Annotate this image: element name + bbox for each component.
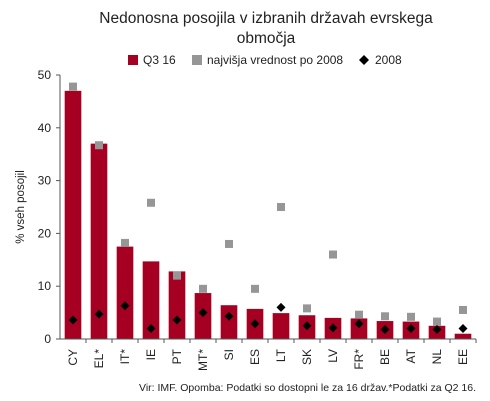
max-marker-it xyxy=(121,238,129,247)
max-marker-ee xyxy=(459,305,467,314)
marker-2008-mt xyxy=(198,308,208,318)
max-marker-el xyxy=(95,141,103,150)
bar-si xyxy=(220,305,238,339)
marker-2008-ee xyxy=(458,323,468,333)
max-marker-sk xyxy=(303,304,311,313)
marker-2008-cy xyxy=(68,315,78,325)
max-marker-at xyxy=(407,312,415,321)
marker-2008-es xyxy=(250,319,260,329)
x-tick-label-be: BE xyxy=(378,349,392,365)
chart-title-line2: območja xyxy=(237,30,296,47)
x-tick-label-si: SI xyxy=(222,349,236,360)
x-tick-label-lv: LV xyxy=(326,349,340,363)
x-tick-label-mt: MT* xyxy=(196,349,210,371)
x-tick-label-it: IT* xyxy=(118,349,132,365)
x-tick-label-pt: PT xyxy=(170,348,184,364)
max-marker-fr xyxy=(355,310,363,319)
bar-it xyxy=(116,246,134,339)
bar-ie xyxy=(142,261,160,339)
x-tick-label-nl: NL xyxy=(430,349,444,365)
max-marker-lt xyxy=(277,203,285,211)
y-tick-label-0: 0 xyxy=(44,332,51,346)
max-marker-pt xyxy=(173,271,181,280)
bar-lt xyxy=(272,313,290,339)
y-tick-label-50: 50 xyxy=(38,68,52,82)
max-marker-ie xyxy=(147,198,155,207)
bar-cy xyxy=(64,90,82,339)
marker-2008-el xyxy=(94,309,104,319)
max-marker-mt xyxy=(199,284,207,293)
x-tick-label-at: AT xyxy=(404,348,418,363)
legend-swatch-2008 xyxy=(359,55,369,65)
bars xyxy=(64,90,472,339)
x-tick-label-el: EL* xyxy=(92,349,106,369)
x-tick-label-ee: EE xyxy=(456,349,470,365)
marker-2008-fr xyxy=(354,319,364,329)
x-tick-label-ie: IE xyxy=(144,349,158,360)
y-axis-label: % vseh posojil xyxy=(15,170,27,244)
legend-label-q3-16: Q3 16 xyxy=(143,53,176,67)
source-note: Vir: IMF. Opomba: Podatki so dostopni le… xyxy=(139,382,476,394)
marker-2008-lt xyxy=(276,302,286,312)
marker-2008-nl xyxy=(432,324,442,334)
legend: Q3 16 najvišja vrednost po 2008 2008 xyxy=(128,53,402,67)
y-tick-label-30: 30 xyxy=(38,174,52,188)
max-marker-si xyxy=(225,239,233,248)
y-tick-label-40: 40 xyxy=(38,121,52,135)
max-marker-es xyxy=(251,284,259,293)
max-marker-nl xyxy=(433,317,441,326)
bar-ee xyxy=(454,333,472,339)
max-marker-lv xyxy=(329,250,337,259)
x-tick-label-sk: SK xyxy=(300,349,314,365)
markers-2008 xyxy=(68,301,468,334)
x-tick-label-fr: FR* xyxy=(352,349,366,370)
max-marker-cy xyxy=(69,82,77,91)
marker-2008-sk xyxy=(302,321,312,331)
max-markers xyxy=(69,82,467,326)
marker-2008-si xyxy=(224,311,234,321)
marker-2008-ie xyxy=(146,323,156,333)
bar-el xyxy=(90,143,108,339)
x-tick-label-lt: LT xyxy=(274,348,288,362)
y-tick-label-20: 20 xyxy=(38,226,52,240)
bar-pt xyxy=(168,271,186,339)
legend-label-2008: 2008 xyxy=(375,53,402,67)
y-ticks: 0 10 20 30 40 50 xyxy=(38,68,60,346)
max-marker-be xyxy=(381,312,389,321)
x-tick-label-cy: CY xyxy=(66,349,80,366)
marker-2008-pt xyxy=(172,315,182,325)
marker-2008-lv xyxy=(328,323,338,333)
legend-swatch-max xyxy=(192,55,202,65)
y-tick-label-10: 10 xyxy=(38,279,52,293)
legend-label-max: najvišja vrednost po 2008 xyxy=(207,53,343,67)
legend-swatch-q3-16 xyxy=(128,55,138,65)
marker-2008-at xyxy=(406,323,416,333)
marker-2008-be xyxy=(380,324,390,334)
x-tick-label-es: ES xyxy=(248,349,262,365)
x-ticks: CY EL* IT* IE PT MT* SI ES LT SK LV FR* BE AT NL EE xyxy=(66,339,477,371)
chart-title-line1: Nedonosna posojila v izbranih državah ev… xyxy=(99,10,433,27)
marker-2008-it xyxy=(120,301,130,311)
